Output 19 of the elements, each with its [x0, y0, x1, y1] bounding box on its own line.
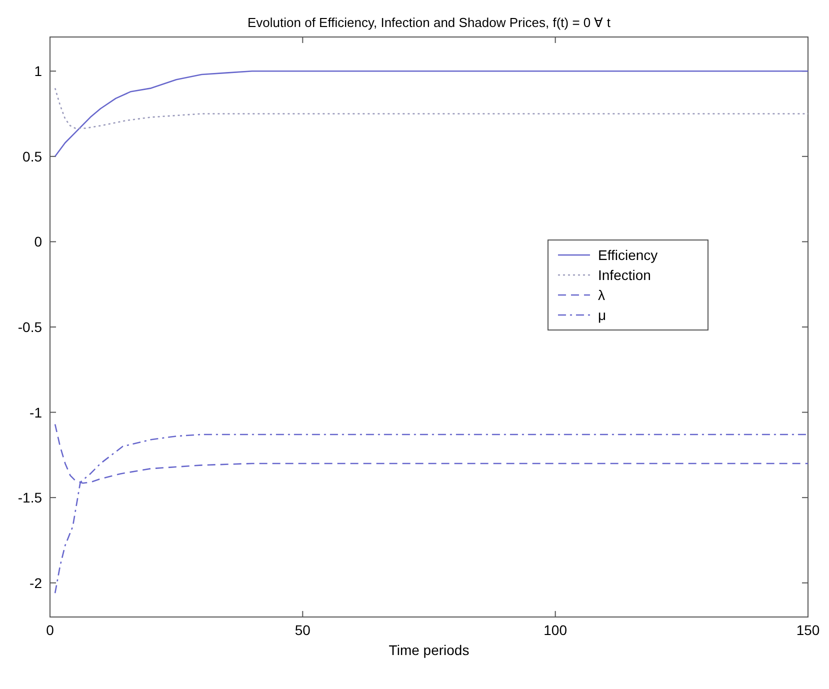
legend-label: Infection [598, 267, 651, 283]
y-tick-label: -0.5 [18, 319, 42, 335]
y-tick-label: 1 [34, 63, 42, 80]
y-tick-label: 0.5 [22, 148, 42, 164]
line-series [54, 70, 809, 158]
y-tick-label: -2 [30, 574, 42, 591]
legend-label: μ [598, 307, 606, 323]
x-axis-title: Time periods [388, 642, 470, 658]
y-tick-label: -1.5 [18, 490, 42, 506]
legend-label: λ [598, 287, 605, 303]
x-tick-label: 150 [796, 622, 820, 638]
chart-title: Evolution of Efficiency, Infection and Shadow Prices, f(t) = 0 ∀ t [248, 15, 611, 30]
legend-label: Efficiency [598, 247, 658, 263]
y-tick-label: 0 [34, 234, 42, 250]
x-tick-label: 0 [46, 622, 54, 638]
y-tick-label: -1 [30, 404, 42, 420]
x-tick-label: 50 [294, 622, 311, 638]
line-series [54, 88, 809, 129]
x-tick-label: 100 [544, 622, 568, 638]
